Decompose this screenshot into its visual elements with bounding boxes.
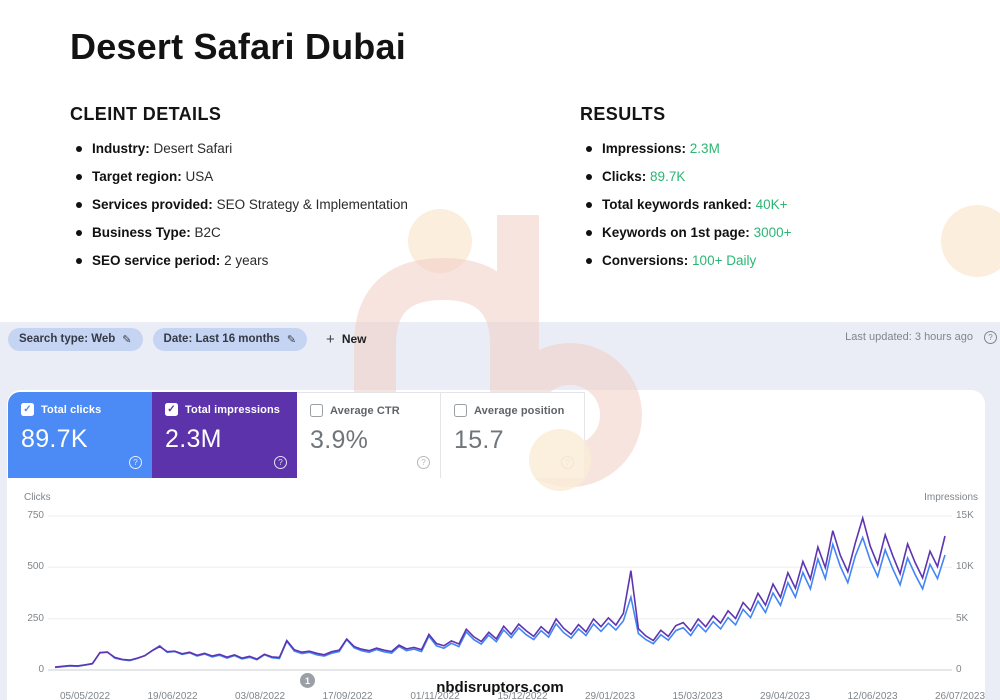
page-title: Desert Safari Dubai: [70, 26, 406, 67]
y-tick: 500: [27, 561, 44, 572]
item-value: Desert Safari: [153, 141, 233, 156]
results-heading: RESULTS: [580, 104, 666, 124]
metric-card-total-clicks[interactable]: ✓ Total clicks 89.7K ?: [8, 392, 152, 478]
pencil-icon[interactable]: ✎: [286, 333, 297, 346]
metric-card-label: Average CTR: [330, 404, 400, 417]
x-tick-date: 29/01/2023: [584, 691, 636, 700]
list-item: Clicks: 89.7K: [580, 169, 980, 184]
item-value: 89.7K: [650, 169, 686, 184]
metric-card-label: Average position: [474, 404, 565, 417]
left-axis-title: Clicks: [24, 492, 51, 503]
item-value: 2.3M: [689, 141, 720, 156]
item-label: SEO service period:: [92, 253, 221, 268]
list-item: Business Type: B2C: [70, 225, 530, 240]
checkbox-icon[interactable]: ✓: [165, 403, 178, 416]
list-item: Services provided: SEO Strategy & Implem…: [70, 197, 530, 212]
site-watermark-text: nbdisruptors.com: [436, 679, 564, 696]
filter-pill-label: Search type: Web: [19, 333, 116, 345]
item-label: Services provided:: [92, 197, 213, 212]
decorative-circle: [529, 429, 591, 491]
decorative-circle: [941, 205, 1000, 277]
checkbox-icon[interactable]: [454, 404, 467, 417]
x-tick-date: 19/06/2022: [147, 691, 198, 700]
item-label: Total keywords ranked:: [602, 197, 752, 212]
new-button-label: New: [341, 332, 367, 346]
item-value: SEO Strategy & Implementation: [216, 197, 408, 212]
help-icon[interactable]: ?: [417, 456, 430, 469]
item-label: Industry:: [92, 141, 150, 156]
pencil-icon[interactable]: ✎: [122, 333, 132, 346]
list-item: Industry: Desert Safari: [70, 141, 530, 156]
help-icon[interactable]: ?: [984, 331, 997, 344]
series-line-total-clicks: [54, 535, 946, 669]
client-details-heading: CLEINT DETAILS: [70, 104, 222, 124]
x-tick-date: 26/07/2023: [934, 691, 986, 700]
list-item: Conversions: 100+ Daily: [580, 253, 980, 268]
x-tick-date: 12/06/2023: [847, 691, 898, 700]
metric-card-total-impressions[interactable]: ✓ Total impressions 2.3M ?: [152, 392, 297, 478]
x-tick-date: 15/12/2022: [497, 691, 548, 700]
metric-card-value: 15.7: [454, 426, 504, 454]
metric-card-value: 89.7K: [21, 425, 88, 453]
item-label: Conversions:: [602, 253, 689, 268]
x-tick-date: 05/05/2022: [59, 691, 111, 700]
results-section: RESULTS Impressions: 2.3M Clicks: 89.7K …: [580, 104, 980, 281]
metric-card-value: 2.3M: [165, 425, 222, 453]
item-value: 100+ Daily: [692, 253, 757, 268]
item-label: Clicks:: [602, 169, 647, 184]
x-tick-date: 15/03/2023: [672, 691, 723, 700]
y-tick: 750: [27, 510, 44, 521]
date-filter-pill[interactable]: Date: Last 16 months ✎: [152, 327, 308, 351]
metric-card-label: Total impressions: [185, 403, 281, 416]
x-tick-date: 01/11/2022: [410, 691, 460, 700]
y-tick: 0: [38, 664, 44, 675]
list-item: Target region: USA: [70, 169, 530, 184]
gsc-filter-bar: Search type: Web ✎ Date: Last 16 months …: [0, 327, 1000, 351]
list-item: Impressions: 2.3M: [580, 141, 980, 156]
client-details-section: CLEINT DETAILS Industry: Desert Safari T…: [70, 104, 530, 281]
y-tick: 0: [956, 664, 962, 675]
checkbox-icon[interactable]: ✓: [21, 403, 34, 416]
new-filter-button[interactable]: + New: [326, 331, 366, 348]
list-item: Total keywords ranked: 40K+: [580, 197, 980, 212]
metric-card-label: Total clicks: [41, 403, 102, 416]
metric-card-value: 3.9%: [310, 426, 369, 454]
annotation-marker-badge[interactable]: 1: [300, 673, 315, 688]
y-tick: 5K: [956, 613, 969, 624]
help-icon[interactable]: ?: [129, 456, 142, 469]
last-updated-text: Last updated: 3 hours ago: [845, 331, 973, 343]
y-tick: 15K: [956, 510, 974, 521]
item-label: Impressions:: [602, 141, 687, 156]
y-tick: 250: [27, 613, 44, 624]
search-type-filter-pill[interactable]: Search type: Web ✎: [8, 327, 143, 351]
x-tick-date: 29/04/2023: [759, 691, 811, 700]
metric-card-average-ctr[interactable]: Average CTR 3.9% ?: [297, 392, 441, 478]
checkbox-icon[interactable]: [310, 404, 323, 417]
list-item: Keywords on 1st page: 3000+: [580, 225, 980, 240]
series-line-total-impressions: [54, 515, 946, 668]
item-value: B2C: [194, 225, 221, 240]
item-value: 2 years: [224, 253, 269, 268]
x-tick-date: 03/08/2022: [234, 691, 286, 700]
filter-pill-label: Date: Last 16 months: [163, 333, 280, 345]
help-icon[interactable]: ?: [274, 456, 287, 469]
item-label: Keywords on 1st page:: [602, 225, 750, 240]
clicks-impressions-line-chart[interactable]: [0, 488, 1000, 688]
item-value: 40K+: [755, 197, 788, 212]
item-value: 3000+: [753, 225, 792, 240]
item-value: USA: [185, 169, 214, 184]
y-tick: 10K: [956, 561, 974, 572]
results-list: Impressions: 2.3M Clicks: 89.7K Total ke…: [580, 141, 980, 268]
x-tick-date: 17/09/2022: [322, 691, 373, 700]
item-label: Target region:: [92, 169, 182, 184]
metric-cards-row: ✓ Total clicks 89.7K ? ✓ Total impressions…: [8, 392, 585, 478]
plus-icon: +: [326, 330, 335, 348]
right-axis-title: Impressions: [924, 492, 978, 503]
list-item: SEO service period: 2 years: [70, 253, 530, 268]
item-label: Business Type:: [92, 225, 191, 240]
client-details-list: Industry: Desert Safari Target region: U…: [70, 141, 530, 268]
